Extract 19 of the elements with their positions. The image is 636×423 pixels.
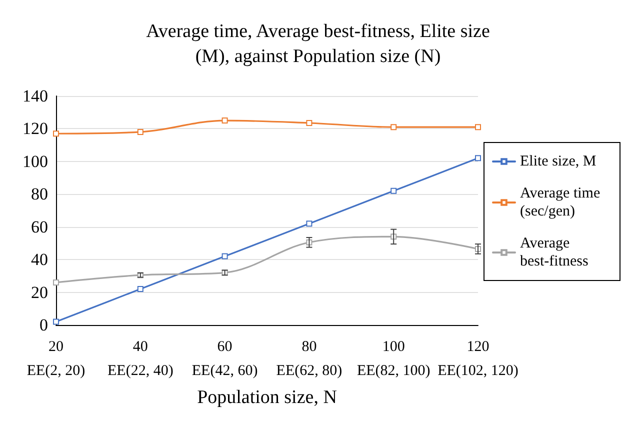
y-tick-label: 20 xyxy=(31,282,48,302)
x-axis-title: Population size, N xyxy=(197,386,338,408)
x-tick-label: 20 EE(2, 20) xyxy=(26,339,86,379)
y-tick-label: 120 xyxy=(22,119,48,138)
x-tick-label: 40 EE(22, 40) xyxy=(107,339,174,379)
legend-label: Average best-fitness xyxy=(520,236,588,270)
x-tick-label: 120 EE(102, 120) xyxy=(438,339,518,379)
x-tick-label: 80 EE(62, 80) xyxy=(276,339,342,379)
y-tick-label: 100 xyxy=(22,152,48,171)
legend-label: Elite size, M xyxy=(520,154,596,170)
y-tick-label: 0 xyxy=(40,316,48,334)
y-tick-label: 60 xyxy=(31,217,48,236)
legend-label: Average time (sec/gen) xyxy=(520,186,604,220)
y-tick-label: 140 xyxy=(22,86,48,106)
chart-title: Average time, Average best-fitness, Elite size (M), against Population size (N) xyxy=(146,21,490,67)
y-tick-label: 40 xyxy=(31,250,48,270)
x-tick-label: 100 EE(82, 100) xyxy=(356,339,430,379)
y-tick-label: 80 xyxy=(31,184,48,204)
x-tick-label: 60 EE(42, 60) xyxy=(192,339,258,379)
